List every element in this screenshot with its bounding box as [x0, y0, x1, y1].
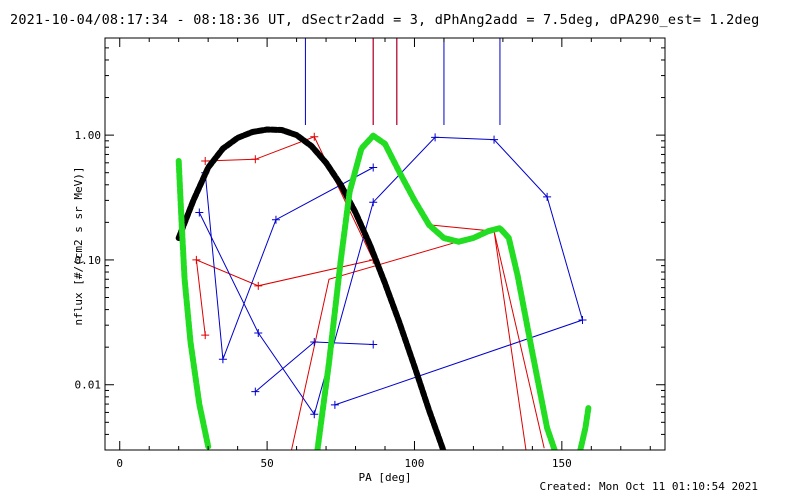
- series-green-7: [175, 132, 592, 450]
- x-tick-label: 50: [260, 457, 273, 470]
- data-point-blue: [254, 328, 263, 337]
- data-point-red: [201, 157, 210, 166]
- series-line-green: [577, 405, 592, 450]
- data-point-red: [201, 331, 210, 340]
- data-point-blue: [271, 215, 280, 224]
- series-layer: [175, 126, 592, 450]
- series-line-blue: [204, 167, 374, 360]
- x-tick-label: 150: [552, 457, 572, 470]
- series-line-blue: [198, 136, 584, 416]
- y-tick-label: 0.01: [75, 379, 102, 392]
- series-blue-4: [195, 133, 587, 419]
- data-point-blue: [218, 355, 227, 364]
- series-blue-5: [251, 338, 378, 396]
- x-tick-label: 100: [405, 457, 425, 470]
- data-point-blue: [543, 192, 552, 201]
- data-point-red: [310, 132, 319, 141]
- series-black-6: [175, 126, 447, 450]
- data-point-blue: [369, 163, 378, 172]
- y-axis-label: nflux [#/(cm2 s sr MeV)]: [72, 167, 85, 326]
- data-point-red: [251, 155, 260, 164]
- data-point-red: [192, 255, 201, 264]
- x-axis-label: PA [deg]: [359, 471, 412, 484]
- series-red-0: [192, 132, 378, 340]
- series-line-red: [291, 230, 545, 450]
- series-line-green: [175, 158, 212, 450]
- data-point-red: [254, 281, 263, 290]
- series-line-black: [175, 126, 447, 450]
- data-point-blue: [578, 316, 587, 325]
- data-point-blue: [195, 208, 204, 217]
- x-tick-label: 0: [116, 457, 123, 470]
- created-timestamp: Created: Mon Oct 11 01:10:54 2021: [539, 480, 758, 493]
- data-point-blue: [369, 340, 378, 349]
- data-point-blue: [310, 338, 319, 347]
- vertical-markers: [304, 38, 501, 125]
- data-point-blue: [490, 135, 499, 144]
- series-line-blue: [254, 341, 374, 393]
- data-point-blue: [251, 387, 260, 396]
- data-point-blue: [369, 198, 378, 207]
- data-point-blue: [330, 400, 339, 409]
- y-tick-label: 0.10: [75, 254, 102, 267]
- axis-ticks: 0 50 100 150 1.00 0.10 0.01: [75, 38, 665, 470]
- series-red-1: [291, 230, 545, 450]
- chart-title: 2021-10-04/08:17:34 - 08:18:36 UT, dSect…: [10, 12, 760, 28]
- y-tick-label: 1.00: [75, 129, 102, 142]
- data-point-blue: [310, 410, 319, 419]
- data-point-blue: [431, 133, 440, 142]
- series-line-green: [314, 132, 558, 450]
